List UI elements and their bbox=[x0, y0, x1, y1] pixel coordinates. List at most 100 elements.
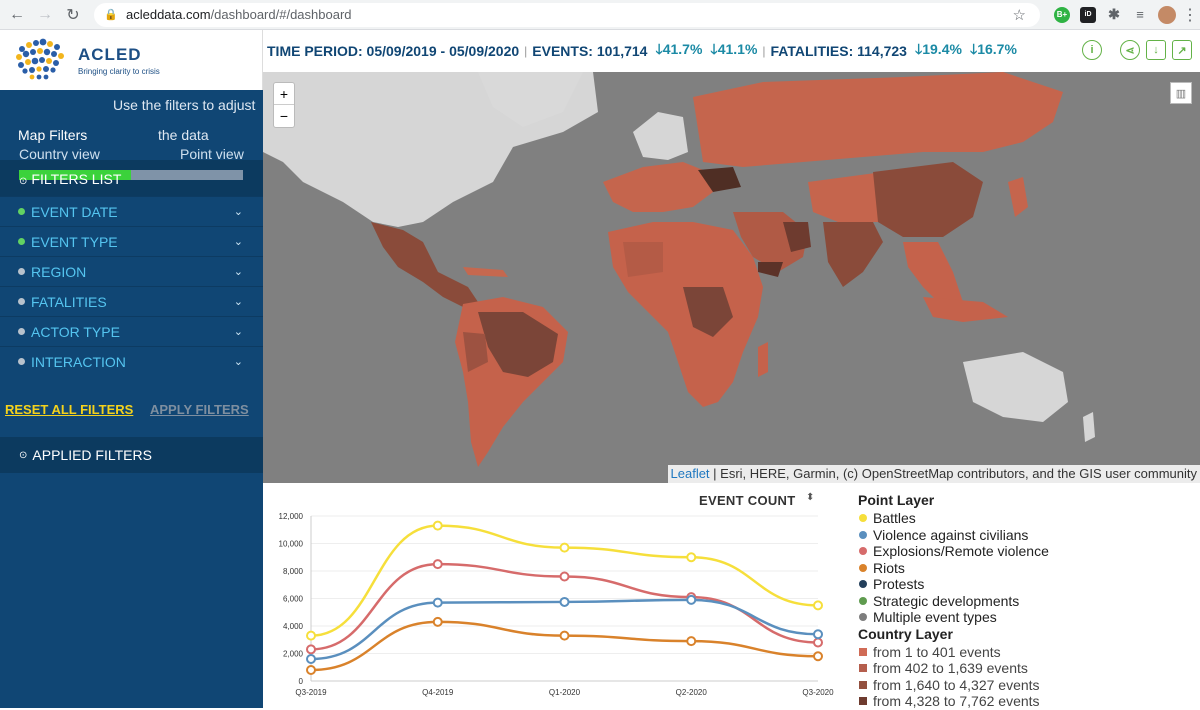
separator: | bbox=[762, 44, 766, 58]
legend-label: Protests bbox=[873, 576, 925, 593]
x-tick-label: Q2-2020 bbox=[676, 688, 708, 697]
browser-menu-icon[interactable]: ⋮ bbox=[1182, 6, 1198, 24]
forward-icon[interactable]: → bbox=[37, 5, 53, 23]
legend: Point Layer Battles Violence against civi… bbox=[858, 492, 1198, 710]
data-point bbox=[306, 665, 316, 675]
series-line bbox=[310, 598, 819, 661]
data-point bbox=[686, 594, 697, 605]
legend-item[interactable]: Multiple event types bbox=[858, 609, 1198, 626]
media-control-icon[interactable]: ≡ bbox=[1136, 7, 1144, 22]
legend-dot-icon bbox=[859, 547, 867, 556]
map-canvas bbox=[263, 72, 1095, 467]
legend-dot-icon bbox=[859, 514, 867, 523]
event-count-chart: 0 2,000 4,000 6,000 8,000 10,000 12,000 Q3-2019… bbox=[279, 512, 835, 697]
legend-item[interactable]: Battles bbox=[858, 510, 1198, 527]
country-view-toggle[interactable]: Country view bbox=[19, 146, 100, 162]
legend-label: Battles bbox=[873, 510, 916, 527]
legend-item[interactable]: Riots bbox=[858, 560, 1198, 577]
legend-swatch-icon bbox=[859, 680, 867, 689]
leaflet-link[interactable]: Leaflet bbox=[670, 466, 710, 481]
applied-filters-toggle[interactable]: ⊙ APPLIED FILTERS bbox=[0, 437, 263, 473]
attribution-text: | Esri, HERE, Garmin, (c) OpenStreetMap … bbox=[709, 466, 1197, 481]
extension-icon[interactable]: B+ bbox=[1054, 6, 1070, 23]
data-point bbox=[813, 600, 823, 611]
legend-item[interactable]: from 1 to 401 events bbox=[858, 644, 1198, 661]
legend-item[interactable]: from 4,328 to 7,762 events bbox=[858, 693, 1198, 710]
zoom-in-button[interactable]: + bbox=[274, 83, 294, 105]
filter-hint-line-2: the data bbox=[158, 127, 209, 143]
chevron-down-icon: ⌄ bbox=[233, 266, 243, 278]
logo-subtitle: Bringing clarity to crisis bbox=[78, 66, 160, 76]
stats-header: TIME PERIOD: 05/09/2019 - 05/09/2020 | E… bbox=[263, 30, 1200, 72]
events-change-1: 🡓41.7% bbox=[655, 41, 703, 57]
filter-event-type[interactable]: EVENT TYPE ⌄ bbox=[0, 226, 263, 256]
legend-item[interactable]: from 1,640 to 4,327 events bbox=[858, 677, 1198, 694]
filter-status-dot bbox=[18, 328, 25, 335]
reload-icon[interactable]: ↻ bbox=[66, 6, 80, 24]
data-point bbox=[306, 654, 316, 664]
x-tick-label: Q4-2019 bbox=[422, 688, 454, 697]
reset-all-filters-button[interactable]: RESET ALL FILTERS bbox=[5, 402, 134, 417]
filter-label: EVENT TYPE bbox=[31, 233, 118, 250]
legend-dot-icon bbox=[859, 613, 867, 622]
fatalities-count: FATALITIES: 114,723 bbox=[770, 43, 907, 59]
chevron-down-icon: ⌄ bbox=[233, 356, 243, 368]
y-tick-label: 2,000 bbox=[283, 650, 304, 659]
url-path: /dashboard/#/dashboard bbox=[210, 7, 352, 22]
sort-icon[interactable]: ⬍ bbox=[806, 492, 815, 503]
data-point bbox=[686, 636, 697, 647]
address-bar[interactable]: 🔒 acleddata.com/dashboard/#/dashboard ☆ bbox=[94, 2, 1040, 27]
data-point bbox=[559, 630, 570, 641]
filter-fatalities[interactable]: FATALITIES ⌄ bbox=[0, 286, 263, 316]
map-filters-label: Map Filters bbox=[18, 127, 88, 143]
legend-label: Explosions/Remote violence bbox=[873, 543, 1049, 560]
apply-filters-button[interactable]: APPLY FILTERS bbox=[150, 402, 249, 417]
extensions-puzzle-icon[interactable]: ✱ bbox=[1108, 6, 1120, 22]
time-period: TIME PERIOD: 05/09/2019 - 05/09/2020 bbox=[267, 43, 520, 59]
zoom-out-button[interactable]: − bbox=[279, 108, 289, 124]
point-layer-title: Point Layer bbox=[858, 492, 935, 508]
point-view-toggle[interactable]: Point view bbox=[180, 146, 244, 162]
view-toggle-slider[interactable] bbox=[19, 170, 243, 180]
download-folder-icon[interactable]: ↓ bbox=[1146, 40, 1166, 60]
data-point bbox=[813, 651, 823, 662]
filters-list-title: ⊙ FILTERS LIST bbox=[19, 171, 121, 187]
back-icon[interactable]: ← bbox=[9, 5, 25, 23]
legend-item[interactable]: Explosions/Remote violence bbox=[858, 543, 1198, 560]
globe-logo-icon bbox=[12, 35, 74, 85]
series-line bbox=[310, 620, 819, 672]
data-point bbox=[432, 520, 443, 531]
extension-id-icon[interactable]: iD bbox=[1080, 6, 1096, 23]
filter-status-dot bbox=[18, 238, 25, 245]
events-count: EVENTS: 101,714 bbox=[532, 43, 648, 59]
legend-swatch-icon bbox=[859, 647, 867, 656]
legend-label: from 402 to 1,639 events bbox=[873, 660, 1028, 677]
chevron-down-icon: ⌄ bbox=[233, 236, 243, 248]
chart-metric-selector[interactable]: EVENT COUNT bbox=[699, 493, 796, 508]
y-tick-label: 12,000 bbox=[279, 512, 304, 521]
data-point bbox=[813, 629, 823, 640]
info-icon[interactable]: i bbox=[1082, 40, 1102, 60]
legend-item[interactable]: from 402 to 1,639 events bbox=[858, 660, 1198, 677]
share-icon[interactable]: ⋖ bbox=[1120, 40, 1140, 60]
bookmark-star-icon[interactable]: ☆ bbox=[1012, 6, 1026, 24]
profile-avatar[interactable] bbox=[1158, 5, 1176, 24]
filter-interaction[interactable]: INTERACTION ⌄ bbox=[0, 346, 263, 376]
legend-item[interactable]: Violence against civilians bbox=[858, 527, 1198, 544]
events-change-2: 🡓41.1% bbox=[710, 41, 758, 57]
filter-event-date[interactable]: EVENT DATE ⌄ bbox=[0, 196, 263, 226]
sidebar: ACLED Bringing clarity to crisis Use the… bbox=[0, 30, 263, 708]
map-layers-icon[interactable]: ▥ bbox=[1170, 82, 1192, 104]
filter-label: EVENT DATE bbox=[31, 203, 118, 220]
x-tick-label: Q3-2019 bbox=[295, 688, 327, 697]
filter-actor-type[interactable]: ACTOR TYPE ⌄ bbox=[0, 316, 263, 346]
legend-dot-icon bbox=[859, 530, 867, 539]
export-icon[interactable]: ↗ bbox=[1172, 40, 1192, 60]
logo-title: ACLED bbox=[78, 44, 142, 64]
world-map[interactable]: + − ▥ Leaflet | Esri, HERE, Garmin, (c) … bbox=[263, 72, 1200, 483]
logo[interactable]: ACLED Bringing clarity to crisis bbox=[0, 30, 263, 90]
legend-dot-icon bbox=[859, 580, 867, 589]
legend-item[interactable]: Protests bbox=[858, 576, 1198, 593]
legend-item[interactable]: Strategic developments bbox=[858, 593, 1198, 610]
filter-region[interactable]: REGION ⌄ bbox=[0, 256, 263, 286]
